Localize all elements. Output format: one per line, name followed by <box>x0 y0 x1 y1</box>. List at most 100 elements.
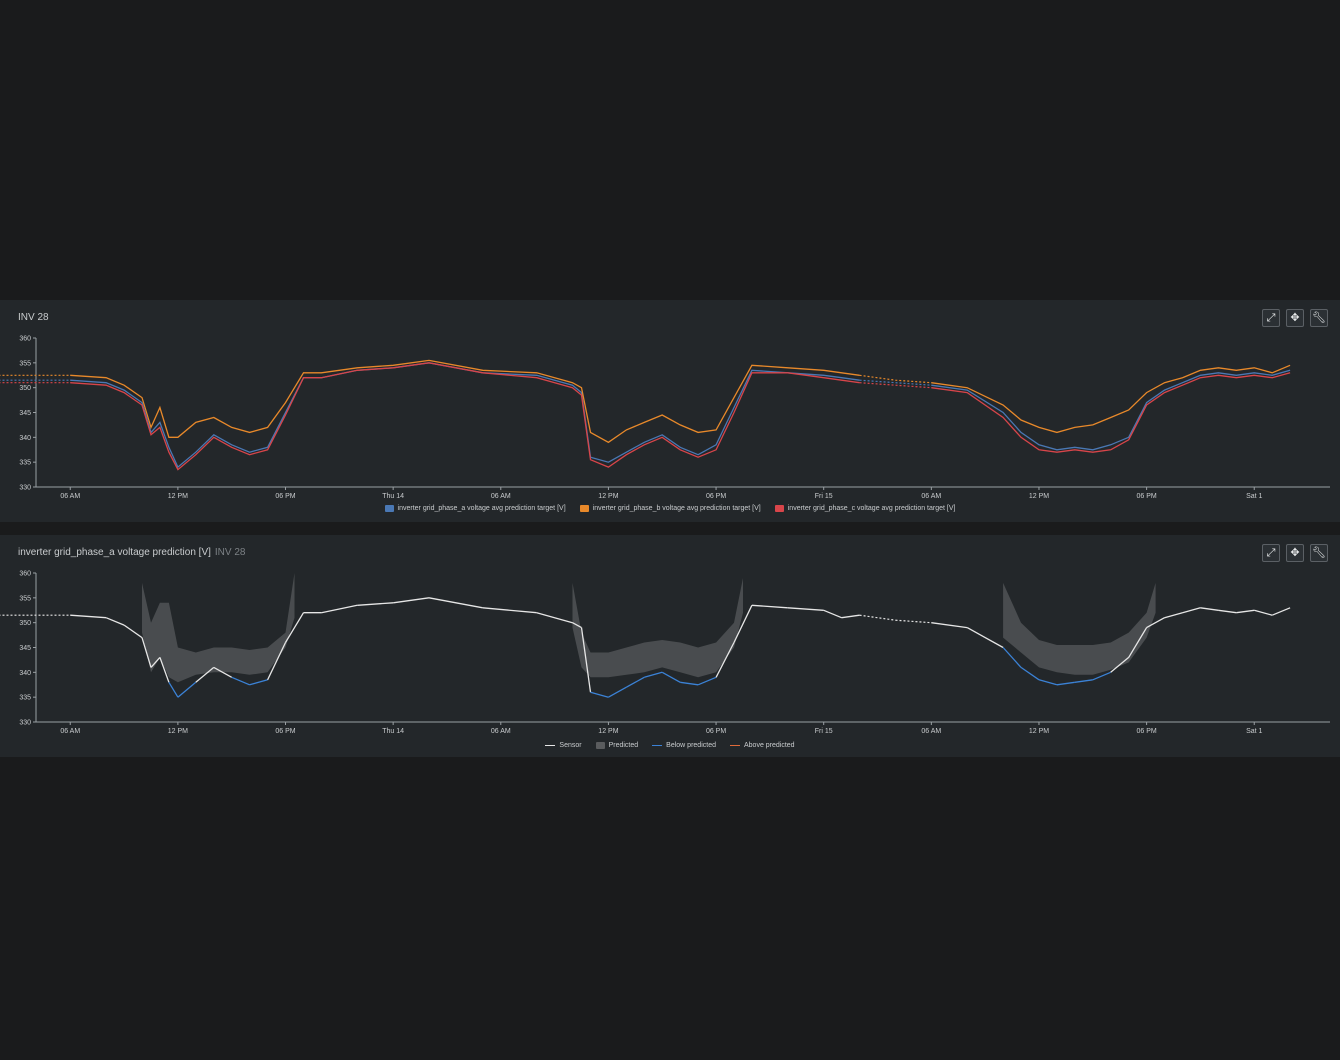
sensor-line <box>1271 607 1291 616</box>
sensor-line <box>159 657 170 683</box>
legend-item[interactable]: inverter grid_phase_a voltage avg predic… <box>384 505 566 512</box>
predicted-band <box>572 578 743 678</box>
sensor-line <box>213 666 233 678</box>
y-tick-label: 350 <box>19 385 31 392</box>
sensor-line-dotted <box>859 614 896 621</box>
sensor-line <box>428 597 483 609</box>
sensor-line <box>841 614 860 619</box>
x-tick-label: Sat 1 <box>1246 493 1262 500</box>
sensor-line <box>1164 612 1183 619</box>
series-line-dotted <box>859 382 932 389</box>
legend-item[interactable]: inverter grid_phase_c voltage avg predic… <box>774 505 956 512</box>
legend-item[interactable]: Predicted <box>595 742 638 749</box>
sensor-line <box>733 605 753 643</box>
below-predicted-line <box>249 679 268 686</box>
sensor-line <box>105 617 125 626</box>
x-tick-label: 12 PM <box>598 493 618 500</box>
y-tick-label: 335 <box>19 460 31 467</box>
sensor-line <box>1254 609 1273 616</box>
legend-swatch <box>579 505 589 512</box>
below-predicted-line <box>1038 679 1058 686</box>
move-icon[interactable]: ✥ <box>1286 309 1304 327</box>
legend-swatch <box>384 505 394 512</box>
legend-item[interactable]: Sensor <box>545 742 582 749</box>
sensor-line <box>1146 617 1165 629</box>
legend-label: inverter grid_phase_c voltage avg predic… <box>787 505 956 512</box>
below-predicted-line <box>697 676 717 686</box>
collapse-icon[interactable]: ⤢ <box>1262 309 1280 327</box>
below-predicted-line <box>168 681 179 698</box>
sensor-line <box>931 622 968 629</box>
series-line <box>931 364 1291 434</box>
x-tick-label: 12 PM <box>598 728 618 735</box>
legend-swatch <box>652 745 663 746</box>
x-tick-label: 06 PM <box>706 493 726 500</box>
legend-swatch <box>545 745 556 746</box>
series-line <box>70 362 860 469</box>
series-line <box>931 369 1291 451</box>
wrench-icon[interactable]: 🔧︎ <box>1310 544 1328 562</box>
x-tick-label: 06 AM <box>921 493 941 500</box>
panel-subtitle: INV 28 <box>214 547 246 558</box>
panel-title: INV 28 <box>18 312 49 323</box>
x-tick-label: Sat 1 <box>1246 728 1262 735</box>
below-predicted-line <box>608 686 627 698</box>
sensor-line <box>966 627 1004 649</box>
x-tick-label: 12 PM <box>168 493 188 500</box>
line-chart: 330 335 340 345 350 355 360 06 AM 12 PM 06 PM Thu … <box>0 336 1330 500</box>
prediction-chart: 330 335 340 345 350 355 360 06 AM 12 PM 06 PM Thu … <box>0 571 1330 735</box>
x-tick-label: 06 PM <box>1136 493 1156 500</box>
x-tick-label: Fri 15 <box>815 493 833 500</box>
legend-label: Above predicted <box>743 742 795 749</box>
below-predicted-line <box>1002 647 1022 668</box>
sensor-line <box>1236 609 1255 614</box>
below-predicted-line <box>1074 679 1093 683</box>
y-tick-label: 345 <box>19 645 31 652</box>
below-predicted-line <box>1056 681 1075 686</box>
legend-item[interactable]: Above predicted <box>729 742 795 749</box>
y-tick-label: 330 <box>19 485 31 492</box>
x-tick-label: 12 PM <box>1029 493 1049 500</box>
sensor-line <box>536 612 573 624</box>
legend-label: inverter grid_phase_b voltage avg predic… <box>592 505 761 512</box>
chart-panel-phase-targets: INV 28 ⤢ ✥ 🔧︎ 330 335 340 345 350 355 360 06 AM… <box>0 300 1340 522</box>
chart-panel-phase-a-prediction: inverter grid_phase_a voltage prediction… <box>0 535 1340 757</box>
x-tick-label: Thu 14 <box>382 493 404 500</box>
below-predicted-line <box>590 691 609 698</box>
legend-swatch <box>774 505 784 512</box>
y-tick-label: 355 <box>19 595 31 602</box>
below-predicted-line <box>231 676 250 686</box>
sensor-line <box>267 642 287 681</box>
sensor-line <box>141 637 152 668</box>
y-tick-label: 335 <box>19 695 31 702</box>
below-predicted-line <box>661 671 681 683</box>
sensor-line <box>715 642 735 678</box>
series-line-dotted <box>859 374 932 384</box>
panel-title-text: INV 28 <box>18 312 49 323</box>
series-line <box>931 372 1291 453</box>
below-predicted-line <box>644 671 663 678</box>
sensor-line <box>70 614 107 619</box>
sensor-line <box>1200 607 1219 611</box>
legend-item[interactable]: inverter grid_phase_b voltage avg predic… <box>579 505 761 512</box>
y-tick-label: 330 <box>19 720 31 727</box>
sensor-line <box>823 609 842 619</box>
panel-toolbar: ⤢ ✥ 🔧︎ <box>1262 544 1328 562</box>
wrench-icon[interactable]: 🔧︎ <box>1310 309 1328 327</box>
y-tick-label: 355 <box>19 360 31 367</box>
sensor-line <box>1128 627 1148 658</box>
x-tick-label: 12 PM <box>168 728 188 735</box>
y-tick-label: 340 <box>19 435 31 442</box>
x-tick-label: 12 PM <box>1029 728 1049 735</box>
series-line <box>70 359 860 444</box>
legend-item[interactable]: Below predicted <box>652 742 716 749</box>
series-line <box>70 362 860 471</box>
sensor-line <box>195 666 215 683</box>
collapse-icon[interactable]: ⤢ <box>1262 544 1280 562</box>
chart-legend: inverter grid_phase_a voltage avg predic… <box>0 505 1340 512</box>
x-tick-label: 06 AM <box>491 728 511 735</box>
x-tick-label: 06 PM <box>1136 728 1156 735</box>
move-icon[interactable]: ✥ <box>1286 544 1304 562</box>
y-tick-label: 350 <box>19 620 31 627</box>
legend-label: Below predicted <box>666 742 716 749</box>
